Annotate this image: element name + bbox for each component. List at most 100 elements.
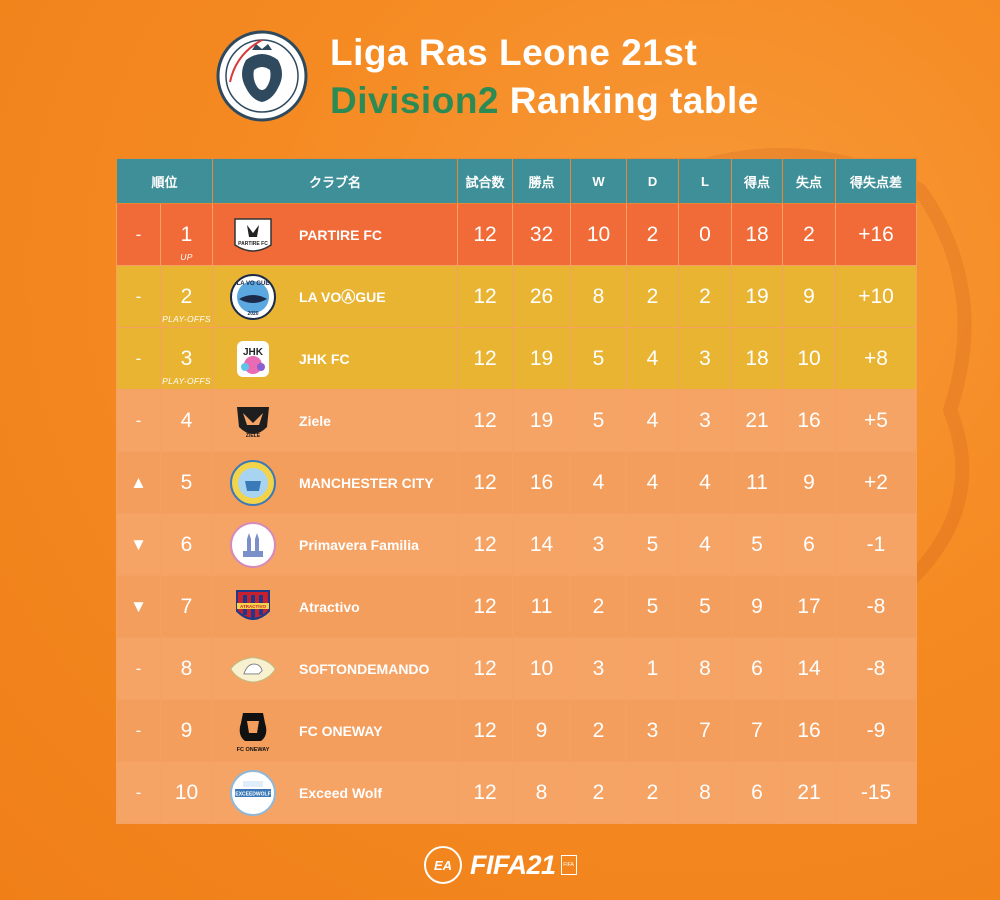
draws-cell: 4 xyxy=(626,451,680,514)
rank-cell: 8 xyxy=(159,637,214,700)
title-suffix: Ranking table xyxy=(499,80,759,121)
svg-text:ATRACTIVO: ATRACTIVO xyxy=(240,604,266,609)
goals-for-cell: 5 xyxy=(731,513,784,576)
losses-cell: 8 xyxy=(678,761,733,824)
goals-for-cell: 9 xyxy=(731,575,784,638)
goals-against-cell: 10 xyxy=(782,327,837,390)
svg-text:FC ONEWAY: FC ONEWAY xyxy=(237,747,270,753)
rank-number: 2 xyxy=(180,284,193,308)
goal-diff-cell: -8 xyxy=(835,637,918,700)
page-header: Liga Ras Leone 21st Division2 Ranking ta… xyxy=(0,22,1000,132)
goal-diff-cell: +16 xyxy=(835,203,918,266)
draws-cell: 4 xyxy=(626,389,680,452)
rank-number: 8 xyxy=(180,656,193,680)
club-name: LA VOⒶGUE xyxy=(299,288,386,305)
goals-for-cell: 7 xyxy=(731,699,784,762)
club-cell: ATRACTIVO Atractivo xyxy=(212,575,459,638)
wins-cell: 8 xyxy=(570,265,628,328)
club-crest-icon: LA VO GUE 2020 xyxy=(229,273,277,321)
page-title-line1: Liga Ras Leone 21st xyxy=(330,32,698,73)
goals-against-cell: 9 xyxy=(782,451,837,514)
fifa21-logo: FIFA21 xyxy=(470,849,556,880)
played-cell: 12 xyxy=(457,203,514,266)
svg-text:2020: 2020 xyxy=(247,311,258,317)
col-header-points: 勝点 xyxy=(512,158,572,204)
goals-for-cell: 18 xyxy=(731,327,784,390)
goal-diff-cell: -9 xyxy=(835,699,918,762)
club-crest-icon: JHK xyxy=(229,335,277,383)
goal-diff-cell: -1 xyxy=(835,513,918,576)
rank-number: 5 xyxy=(180,470,193,494)
draws-cell: 4 xyxy=(626,327,680,390)
club-cell: SOFTONDEMANDO xyxy=(212,637,459,700)
ea-sports-logo: EA xyxy=(424,846,462,884)
rank-note: PLAY-OFFS xyxy=(162,314,211,324)
svg-text:LA VO GUE: LA VO GUE xyxy=(237,281,270,287)
club-name: Atractivo xyxy=(299,598,360,615)
goal-diff-cell: +10 xyxy=(835,265,918,328)
points-cell: 10 xyxy=(512,637,572,700)
rank-cell: 10 xyxy=(159,761,214,824)
rank-number: 6 xyxy=(180,532,193,556)
club-crest-icon xyxy=(229,459,277,507)
table-header-row: 順位 クラブ名 試合数 勝点 W D L 得点 失点 得失点差 xyxy=(115,158,918,204)
trend-indicator: - xyxy=(116,327,161,390)
rank-cell: 9 xyxy=(159,699,214,762)
rank-cell: 7 xyxy=(159,575,214,638)
col-header-wins: W xyxy=(570,158,628,204)
table-row: ▼ 6 Primavera Familia 12 14 3 5 4 5 6 -1 xyxy=(116,513,918,576)
col-header-goals-against: 失点 xyxy=(782,158,837,204)
page-title-line2: Division2 Ranking table xyxy=(330,80,759,122)
club-cell: PARTIRE FC PARTIRE FC xyxy=(212,203,459,266)
trend-indicator: - xyxy=(116,637,161,700)
ranking-table: 順位 クラブ名 試合数 勝点 W D L 得点 失点 得失点差 - 1 UP PA… xyxy=(115,158,918,824)
losses-cell: 7 xyxy=(678,699,733,762)
goals-against-cell: 2 xyxy=(782,203,837,266)
table-row: - 10 EXCEEDWOLF Exceed Wolf 12 8 2 2 8 6… xyxy=(116,761,918,824)
draws-cell: 3 xyxy=(626,699,680,762)
goals-for-cell: 6 xyxy=(731,761,784,824)
trend-indicator: - xyxy=(116,699,161,762)
club-cell: EXCEEDWOLF Exceed Wolf xyxy=(212,761,459,824)
rank-number: 1 xyxy=(180,222,193,246)
played-cell: 12 xyxy=(457,265,514,328)
losses-cell: 4 xyxy=(678,513,733,576)
club-name: PARTIRE FC xyxy=(299,226,382,243)
footer-logos: EA FIFA21 FIFA xyxy=(424,846,577,884)
rank-note: UP xyxy=(180,252,193,262)
club-crest-icon: ZIELE xyxy=(229,397,277,445)
rank-cell: 3 PLAY-OFFS xyxy=(159,327,214,390)
club-name: MANCHESTER CITY xyxy=(299,474,434,491)
rank-number: 3 xyxy=(180,346,193,370)
played-cell: 12 xyxy=(457,699,514,762)
losses-cell: 4 xyxy=(678,451,733,514)
played-cell: 12 xyxy=(457,451,514,514)
club-crest-icon xyxy=(229,521,277,569)
losses-cell: 3 xyxy=(678,327,733,390)
table-row: ▲ 5 MANCHESTER CITY 12 16 4 4 4 11 9 +2 xyxy=(116,451,918,514)
rank-cell: 4 xyxy=(159,389,214,452)
goals-against-cell: 21 xyxy=(782,761,837,824)
points-cell: 19 xyxy=(512,389,572,452)
division-label: Division2 xyxy=(330,80,499,121)
goal-diff-cell: +8 xyxy=(835,327,918,390)
losses-cell: 8 xyxy=(678,637,733,700)
played-cell: 12 xyxy=(457,389,514,452)
goals-against-cell: 16 xyxy=(782,699,837,762)
losses-cell: 2 xyxy=(678,265,733,328)
trend-indicator: - xyxy=(116,265,161,328)
goals-against-cell: 9 xyxy=(782,265,837,328)
club-crest-icon: ATRACTIVO xyxy=(229,583,277,631)
svg-text:JHK: JHK xyxy=(243,347,264,358)
svg-text:EXCEEDWOLF: EXCEEDWOLF xyxy=(235,791,270,797)
col-header-goal-diff: 得失点差 xyxy=(835,158,918,204)
goal-diff-cell: -15 xyxy=(835,761,918,824)
col-header-draws: D xyxy=(626,158,680,204)
league-logo xyxy=(216,30,308,122)
points-cell: 19 xyxy=(512,327,572,390)
club-name: FC ONEWAY xyxy=(299,722,383,739)
club-crest-icon: FC ONEWAY xyxy=(229,707,277,755)
club-cell: FC ONEWAY FC ONEWAY xyxy=(212,699,459,762)
goals-for-cell: 19 xyxy=(731,265,784,328)
goals-against-cell: 17 xyxy=(782,575,837,638)
